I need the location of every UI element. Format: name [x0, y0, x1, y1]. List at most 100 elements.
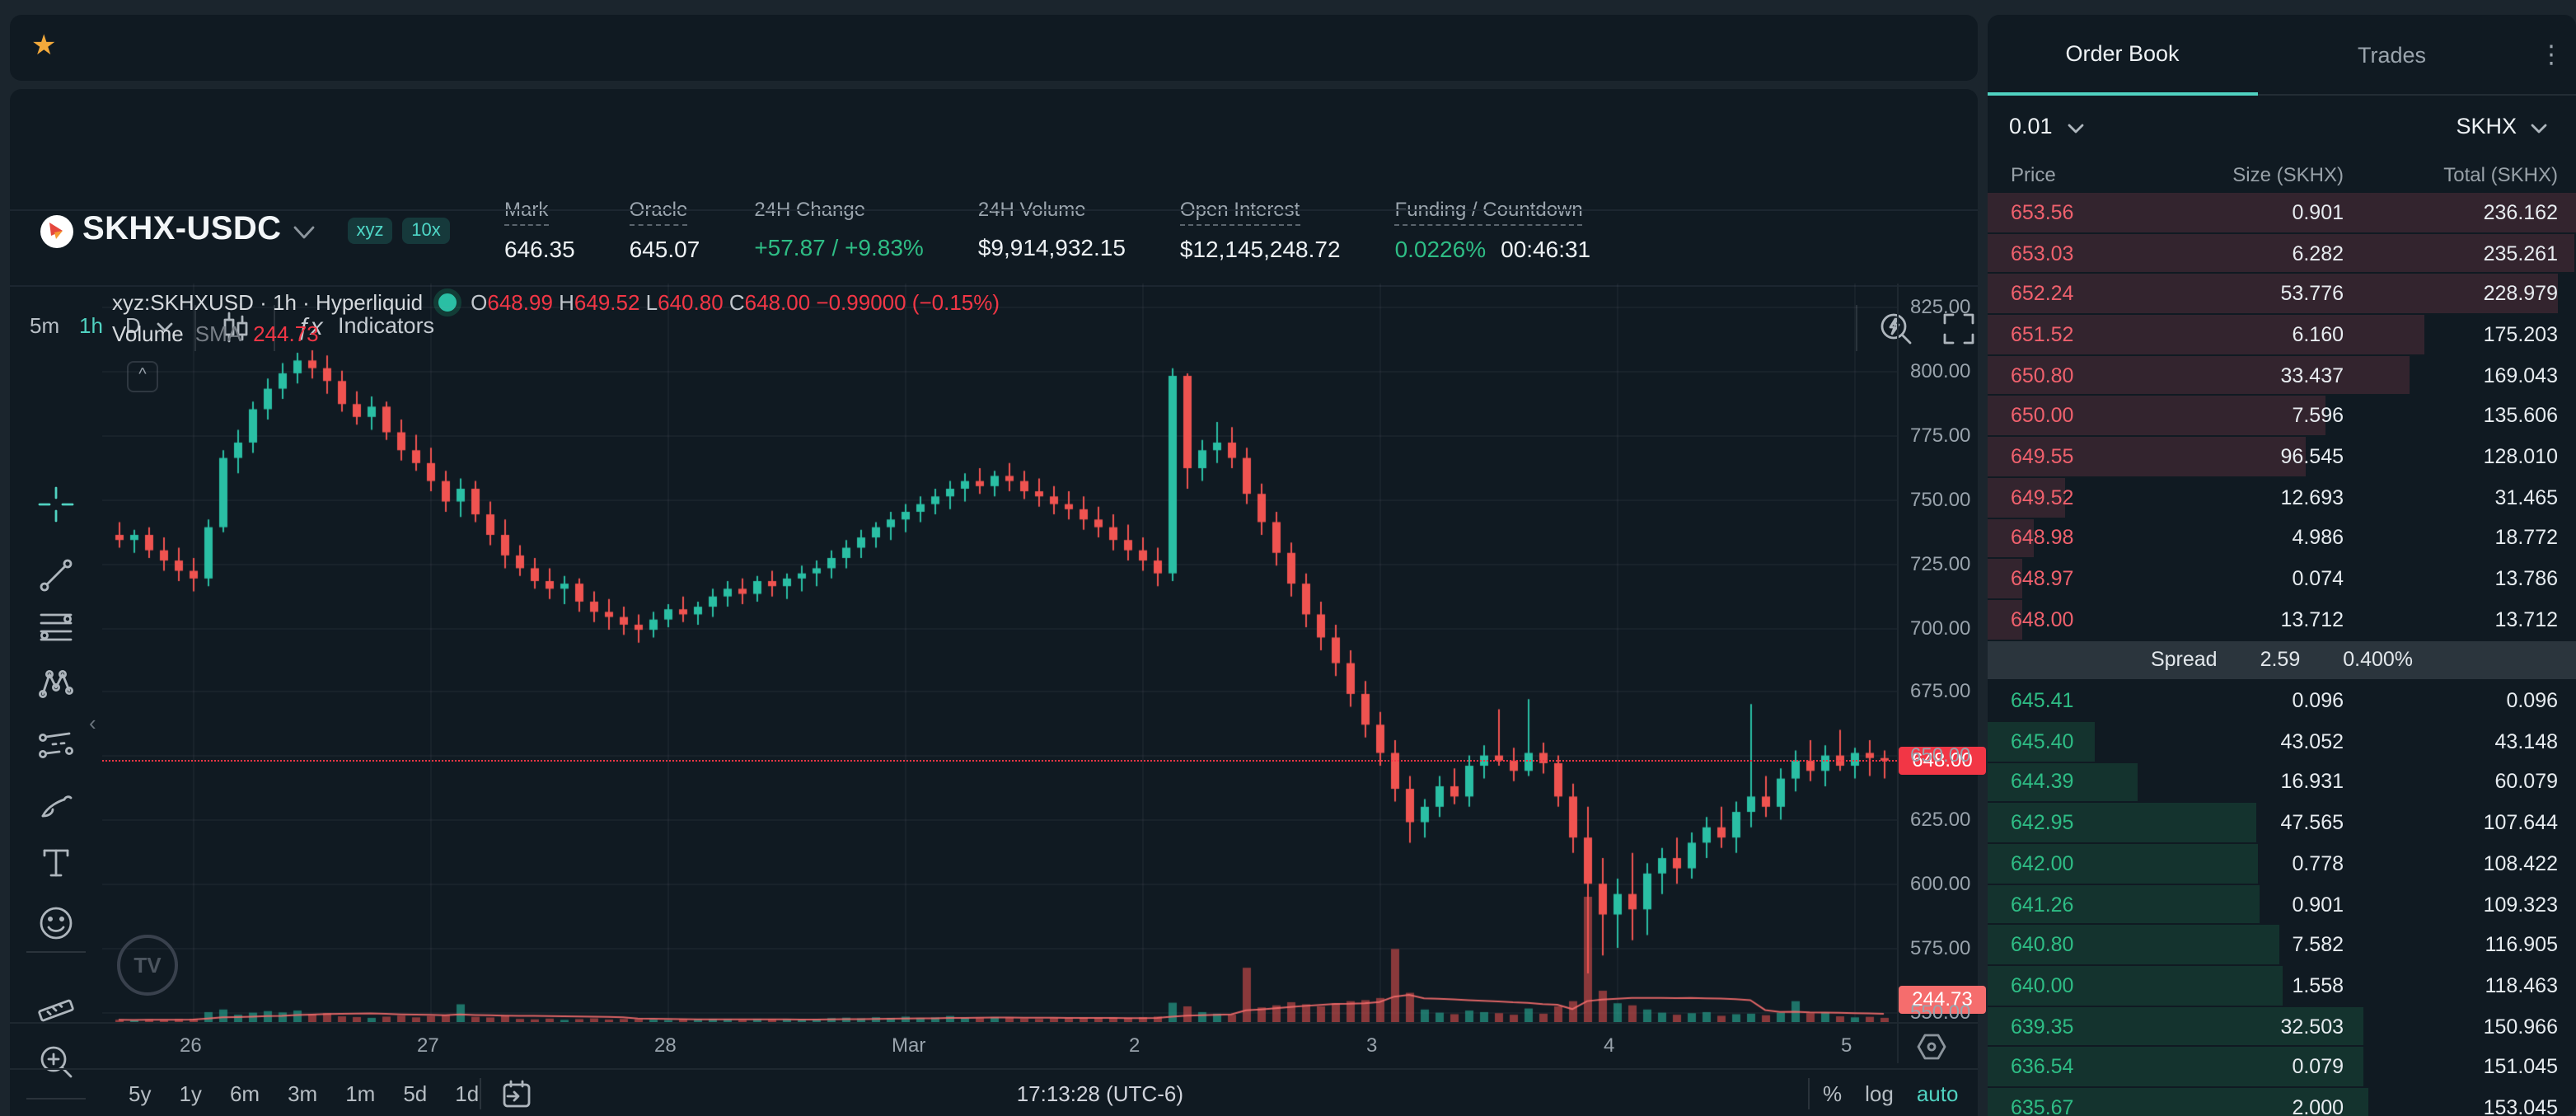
- scale-button-log[interactable]: log: [1865, 1081, 1894, 1106]
- range-button-5y[interactable]: 5y: [129, 1081, 152, 1106]
- go-to-date-calendar-icon[interactable]: [499, 1078, 532, 1109]
- price-cell[interactable]: 650.00: [2011, 404, 2074, 428]
- range-button-1m[interactable]: 1m: [345, 1081, 376, 1106]
- crosshair-tool-icon[interactable]: [38, 486, 74, 523]
- price-chart-canvas[interactable]: [102, 284, 1897, 1022]
- drawing-toolbar: ‹: [10, 285, 102, 1116]
- brush-tool-icon[interactable]: [38, 788, 74, 824]
- price-cell[interactable]: 641.26: [2011, 893, 2074, 917]
- ask-row[interactable]: 650.00 7.596 135.606: [1988, 396, 2576, 436]
- dex-badge[interactable]: xyz: [348, 218, 392, 244]
- pair-chevron-down-icon[interactable]: [292, 224, 316, 241]
- toolbar-collapse-arrow[interactable]: ‹: [89, 710, 96, 735]
- range-button-1y[interactable]: 1y: [179, 1081, 202, 1106]
- size-cell: 32.503: [2280, 1015, 2344, 1039]
- xabcd-pattern-tool-icon[interactable]: [38, 666, 74, 702]
- ask-row[interactable]: 648.98 4.986 18.772: [1988, 518, 2576, 558]
- price-cell[interactable]: 644.39: [2011, 770, 2074, 794]
- price-axis-label: 775.00: [1910, 423, 1971, 447]
- price-axis[interactable]: 825.00 800.00 775.00 750.00 725.00 700.00 675.…: [1897, 284, 1979, 1063]
- scale-button-%[interactable]: %: [1823, 1081, 1843, 1106]
- price-cell[interactable]: 649.55: [2011, 444, 2074, 468]
- range-button-1d[interactable]: 1d: [455, 1081, 480, 1106]
- time-axis[interactable]: 26 27 28 Mar 2 3 4 5: [10, 1022, 1978, 1070]
- leverage-badge[interactable]: 10x: [402, 218, 450, 244]
- price-cell[interactable]: 648.00: [2011, 607, 2074, 631]
- interval-5m[interactable]: 5m: [30, 313, 60, 338]
- bid-row[interactable]: 639.35 32.503 150.966: [1988, 1006, 2576, 1046]
- bid-row[interactable]: 641.26 0.901 109.323: [1988, 884, 2576, 924]
- ask-row[interactable]: 649.52 12.693 31.465: [1988, 477, 2576, 517]
- fib-retracement-tool-icon[interactable]: [38, 608, 74, 645]
- stat: 24H Change +57.87 / +9.83%: [754, 195, 924, 270]
- bid-row[interactable]: 645.40 43.052 43.148: [1988, 721, 2576, 762]
- tab-trades[interactable]: Trades: [2357, 42, 2426, 67]
- ask-row[interactable]: 648.97 0.074 13.786: [1988, 559, 2576, 598]
- tab-order-book[interactable]: Order Book: [1988, 15, 2257, 96]
- range-button-3m[interactable]: 3m: [288, 1081, 318, 1106]
- bid-row[interactable]: 642.95 47.565 107.644: [1988, 803, 2576, 842]
- price-cell[interactable]: 642.95: [2011, 811, 2074, 835]
- favorite-star-icon[interactable]: ★: [31, 30, 57, 61]
- total-cell: 107.644: [2483, 811, 2558, 835]
- price-cell[interactable]: 640.00: [2011, 973, 2074, 997]
- bid-row[interactable]: 640.00 1.558 118.463: [1988, 966, 2576, 1006]
- price-cell[interactable]: 653.56: [2011, 200, 2074, 224]
- fullscreen-icon[interactable]: [1941, 312, 1976, 346]
- ask-row[interactable]: 653.56 0.901 236.162: [1988, 193, 2576, 232]
- market-stats: Mark 646.35 Oracle 645.07 24H Change +57.87 /…: [504, 195, 1590, 270]
- price-cell[interactable]: 640.80: [2011, 933, 2074, 957]
- tick-size-select[interactable]: 0.01: [2009, 114, 2053, 138]
- text-tool-icon[interactable]: [38, 844, 74, 880]
- total-cell: 150.966: [2483, 1015, 2558, 1039]
- ask-row[interactable]: 652.24 53.776 228.979: [1988, 274, 2576, 314]
- order-book-menu-kebab-icon[interactable]: ⋮: [2539, 41, 2564, 69]
- clock[interactable]: 17:13:28 (UTC-6): [1016, 1081, 1183, 1106]
- price-cell[interactable]: 645.40: [2011, 729, 2074, 753]
- size-cell: 6.160: [2292, 322, 2344, 346]
- range-button-5d[interactable]: 5d: [403, 1081, 428, 1106]
- bid-row[interactable]: 636.54 0.079 151.045: [1988, 1047, 2576, 1087]
- ask-row[interactable]: 653.03 6.282 235.261: [1988, 233, 2576, 273]
- price-cell[interactable]: 650.80: [2011, 363, 2074, 387]
- unit-select[interactable]: SKHX: [2456, 114, 2517, 138]
- price-scale-settings-icon[interactable]: [1915, 1030, 1948, 1063]
- price-cell[interactable]: 648.97: [2011, 567, 2074, 591]
- chevron-down-icon: [2531, 124, 2547, 134]
- ask-row[interactable]: 648.00 13.712 13.712: [1988, 599, 2576, 640]
- interval-1h-active[interactable]: 1h: [79, 313, 103, 338]
- bid-row[interactable]: 644.39 16.931 60.079: [1988, 762, 2576, 802]
- price-axis-label: 700.00: [1910, 616, 1971, 639]
- bid-row[interactable]: 635.67 2.000 153.045: [1988, 1088, 2576, 1116]
- price-cell[interactable]: 653.03: [2011, 241, 2074, 265]
- price-cell[interactable]: 635.67: [2011, 1095, 2074, 1116]
- price-cell[interactable]: 652.24: [2011, 282, 2074, 306]
- ruler-tool-icon[interactable]: [38, 986, 74, 1022]
- trend-line-tool-icon[interactable]: [38, 557, 74, 593]
- ask-row[interactable]: 649.55 96.545 128.010: [1988, 437, 2576, 476]
- bid-row[interactable]: 642.00 0.778 108.422: [1988, 844, 2576, 884]
- depth-bar: [1988, 355, 2410, 395]
- size-cell: 0.778: [2292, 851, 2344, 875]
- price-cell[interactable]: 651.52: [2011, 322, 2074, 346]
- price-cell[interactable]: 642.00: [2011, 851, 2074, 875]
- stat: Mark 646.35: [504, 195, 575, 270]
- price-cell[interactable]: 648.98: [2011, 526, 2074, 550]
- total-cell: 128.010: [2483, 444, 2558, 468]
- size-cell: 53.776: [2280, 282, 2344, 306]
- ask-row[interactable]: 651.52 6.160 175.203: [1988, 315, 2576, 354]
- stat: 24H Volume $9,914,932.15: [978, 195, 1126, 270]
- bid-row[interactable]: 640.80 7.582 116.905: [1988, 925, 2576, 965]
- ask-row[interactable]: 650.80 33.437 169.043: [1988, 355, 2576, 395]
- bid-row[interactable]: 645.41 0.096 0.096: [1988, 682, 2576, 720]
- price-cell[interactable]: 649.52: [2011, 485, 2074, 509]
- scale-button-auto[interactable]: auto: [1916, 1081, 1959, 1106]
- price-cell[interactable]: 645.41: [2011, 689, 2074, 713]
- price-cell[interactable]: 639.35: [2011, 1015, 2074, 1039]
- pair-name[interactable]: SKHX-USDC: [82, 211, 282, 247]
- range-button-6m[interactable]: 6m: [229, 1081, 260, 1106]
- tradingview-logo[interactable]: TV: [117, 935, 178, 996]
- long-position-tool-icon[interactable]: [38, 727, 74, 763]
- price-cell[interactable]: 636.54: [2011, 1055, 2074, 1079]
- emoji-tool-icon[interactable]: [38, 905, 74, 941]
